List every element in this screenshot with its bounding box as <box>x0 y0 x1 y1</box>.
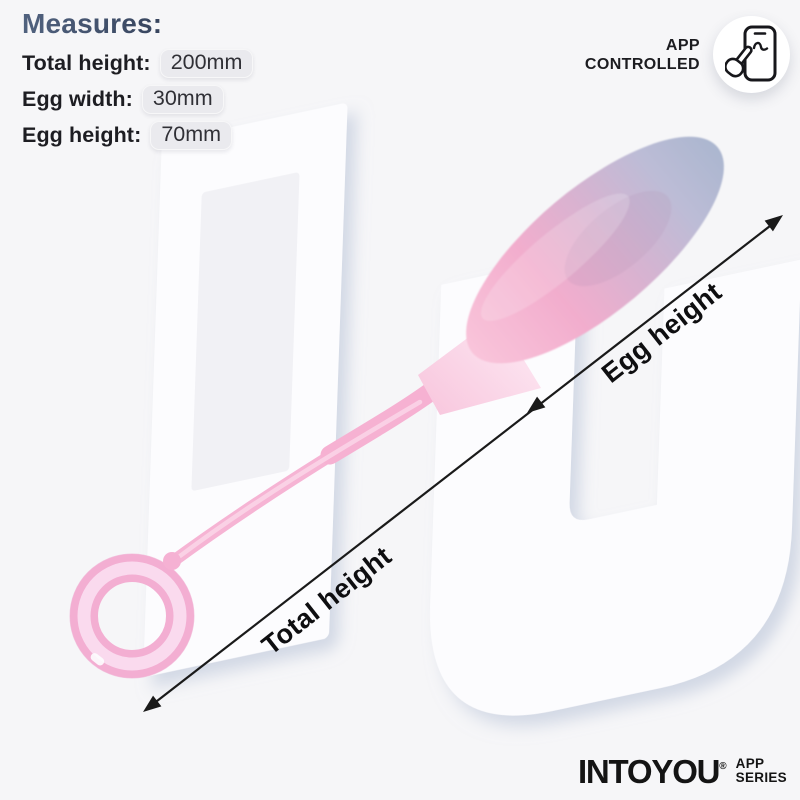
registered-mark: ® <box>719 761 727 772</box>
measures-panel: Measures: Total height: 200mm Egg width:… <box>22 8 254 150</box>
brand-series: APP SERIES <box>736 757 787 784</box>
arrowhead-bottom-icon <box>143 695 162 712</box>
tap-hand-icon <box>724 45 753 77</box>
arrowhead-top-icon <box>764 215 783 232</box>
app-controlled-text: APP CONTROLLED <box>585 36 700 74</box>
brand-series-line2: SERIES <box>735 769 787 785</box>
brand-name: INTOYOU® <box>577 753 727 790</box>
badge-line-2: CONTROLLED <box>584 55 700 73</box>
measure-value-badge: 30mm <box>141 85 224 114</box>
measure-label: Total height: <box>22 51 151 75</box>
brand-logo: INTOYOU® APP SERIES <box>577 752 787 790</box>
arrowhead-middle-icon <box>527 396 546 413</box>
measure-value-badge: 200mm <box>159 49 254 78</box>
ring-cord-joint <box>163 552 181 570</box>
measures-title: Measures: <box>22 8 253 40</box>
product-cord-core <box>177 399 423 559</box>
measure-row-total-height: Total height: 200mm <box>22 49 254 78</box>
egg-highlight <box>480 193 630 321</box>
measure-value-badge: 70mm <box>150 121 233 150</box>
dimension-line <box>147 218 780 709</box>
measure-row-egg-width: Egg width: 30mm <box>22 85 253 114</box>
badge-circle <box>713 16 790 93</box>
ring-seam-highlight <box>90 653 105 666</box>
egg-smudge <box>564 190 672 287</box>
measure-label: Egg width: <box>22 87 133 111</box>
measure-label: Egg height: <box>22 123 142 147</box>
badge-line-1: APP <box>665 36 700 54</box>
phone-tap-icon <box>724 25 776 81</box>
app-controlled-badge: APP CONTROLLED <box>585 16 790 93</box>
watermark-slash-notch <box>191 172 300 491</box>
brand-series-line1: APP <box>735 756 765 771</box>
app-wave-icon <box>752 41 768 51</box>
measure-row-egg-height: Egg height: 70mm <box>22 121 253 150</box>
ring-inner-highlight <box>77 561 187 671</box>
